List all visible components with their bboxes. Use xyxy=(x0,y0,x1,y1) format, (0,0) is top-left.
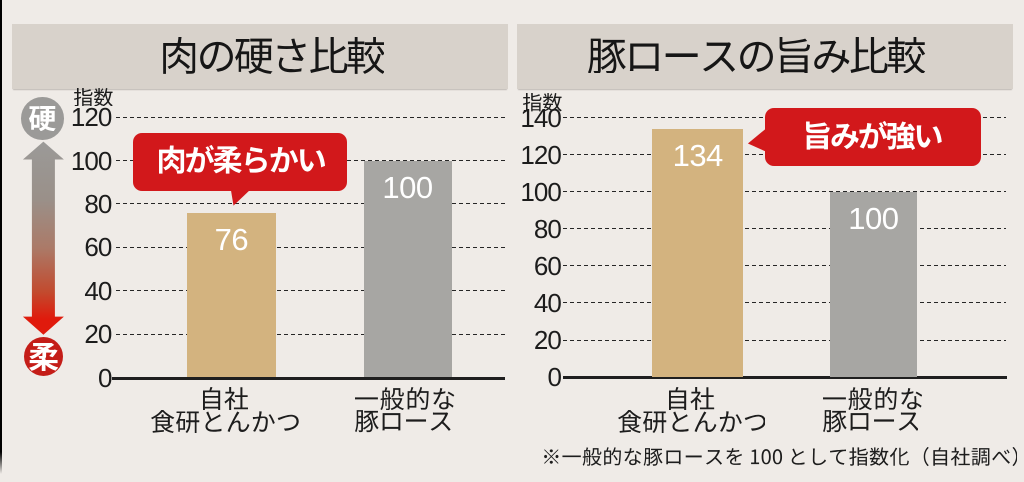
gridline-y20 xyxy=(563,340,1006,342)
ytick-label-100: 100 xyxy=(520,176,562,207)
ytick-label-40: 40 xyxy=(533,288,562,319)
chart1-callout-text: 肉が柔らかい xyxy=(159,145,325,174)
chart1-category2-line1: 一般的な xyxy=(355,387,454,410)
chart1-bar-generic xyxy=(363,160,452,378)
ytick-label-40: 40 xyxy=(84,275,112,306)
soft-circle-label: 柔 xyxy=(29,343,58,371)
gridline-y100 xyxy=(563,191,1006,193)
chart2-category1-line1: 自社 xyxy=(669,387,714,410)
chart1-x-axis xyxy=(111,377,505,380)
chart1-title-text: 肉の硬さ比較 xyxy=(163,37,385,74)
chart2-bar-generic xyxy=(829,191,918,378)
gridline-y80 xyxy=(563,228,1006,230)
left-edge-border xyxy=(0,0,2,474)
ytick-label-20: 20 xyxy=(533,325,562,356)
chart1-bar-own-value: 76 xyxy=(214,221,249,257)
chart2-bar-own-product xyxy=(652,128,744,378)
ytick-label-0: 0 xyxy=(547,362,561,393)
chart2-callout-text: 旨みが強い xyxy=(806,121,942,150)
chart2-bar-own-value: 134 xyxy=(672,137,724,173)
chart2-category2-line1: 一般的な xyxy=(823,387,922,410)
chart1-yaxis-unit-label: 指数 xyxy=(74,88,113,106)
chart1-category1-line1: 自社 xyxy=(203,387,248,410)
gridline-y120 xyxy=(116,117,507,119)
gridline-y40 xyxy=(563,302,1006,304)
chart2-callout-bubble xyxy=(765,107,982,167)
chart1-callout-bubble xyxy=(132,132,348,191)
chart1-category1-line2: 食研とんかつ xyxy=(151,410,299,433)
gridline-y40 xyxy=(116,290,507,292)
gridline-y20 xyxy=(116,334,507,336)
chart1-bar-own-product xyxy=(187,212,276,378)
ytick-label-0: 0 xyxy=(97,362,112,393)
gridline-y80 xyxy=(116,203,507,205)
chart1-bar-generic-value: 100 xyxy=(382,169,433,205)
chart2-callout-tail xyxy=(747,129,766,152)
ytick-label-20: 20 xyxy=(84,319,112,350)
hard-soft-gradient-arrow xyxy=(22,141,64,335)
ytick-label-60: 60 xyxy=(533,250,562,281)
chart2-title-text: 豚ロースの旨み比較 xyxy=(588,37,925,74)
ytick-label-80: 80 xyxy=(84,189,112,220)
ytick-label-100: 100 xyxy=(70,145,113,176)
ytick-label-120: 120 xyxy=(520,139,562,170)
chart1-category2-line2: 豚ロース xyxy=(355,410,451,432)
chart2-yaxis-unit-label: 指数 xyxy=(523,93,562,111)
hard-circle-label: 硬 xyxy=(29,106,56,131)
chart2-bar-generic-value: 100 xyxy=(848,200,899,236)
chart2-category1-line2: 食研とんかつ xyxy=(618,410,766,433)
chart1-callout-tail xyxy=(231,190,250,206)
footnote-text: ※一般的な豚ロースを 100 として指数化（自社調べ） xyxy=(544,447,1018,466)
chart2-x-axis xyxy=(562,375,1007,379)
ytick-label-120: 120 xyxy=(70,102,113,133)
gridline-y60 xyxy=(563,265,1006,267)
ytick-label-80: 80 xyxy=(533,213,562,244)
chart2-category2-line2: 豚ロース xyxy=(823,410,919,432)
ytick-label-60: 60 xyxy=(84,232,112,263)
gridline-y60 xyxy=(116,247,507,249)
